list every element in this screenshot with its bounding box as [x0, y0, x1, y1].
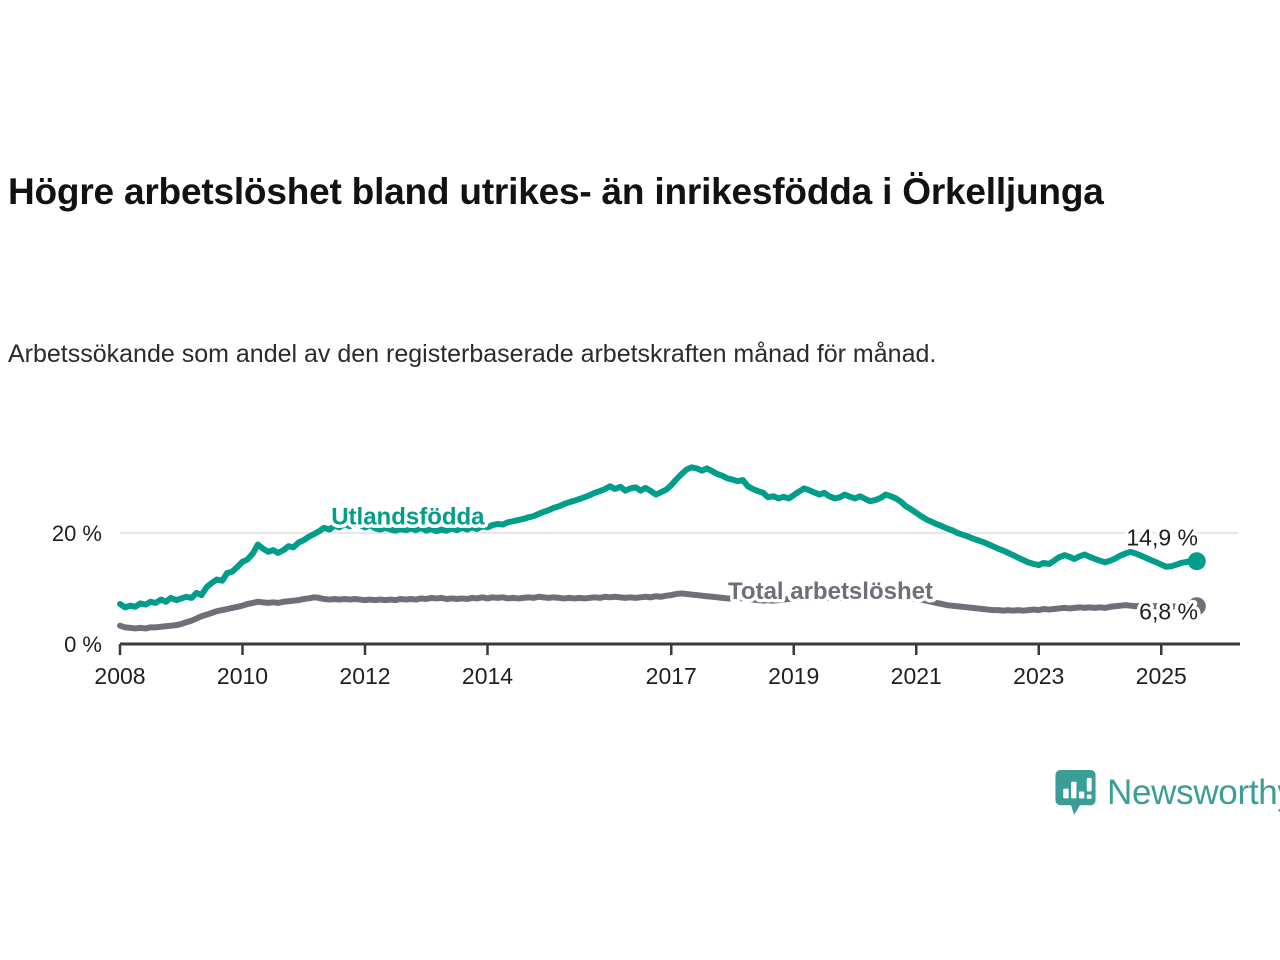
x-tick-label: 2021	[891, 663, 942, 689]
x-tick-label: 2008	[94, 663, 145, 689]
teal-end-value: 14,9 %	[1126, 525, 1198, 551]
series-line	[117, 589, 1200, 632]
x-tick-label: 2017	[646, 663, 697, 689]
x-tick-label: 2014	[462, 663, 513, 689]
line-chart: 0 % 20 % 2008 2010 2012 2014 2017 2019 2021 2023 2…	[52, 464, 1240, 689]
x-tick-label: 2010	[217, 663, 268, 689]
series-end-dot	[1187, 597, 1206, 616]
x-tick-label: 2012	[339, 663, 390, 689]
brand-name: Newsworthy	[1107, 773, 1280, 812]
page-subtitle: Arbetssökande som andel av den registerb…	[8, 340, 937, 368]
x-tick-label: 2025	[1136, 663, 1187, 689]
gray-end-value: 6,8 %	[1139, 599, 1198, 625]
utlandsfodda-label: Utlandsfödda	[331, 504, 485, 531]
series-line	[117, 464, 1200, 611]
y-tick-label: 0 %	[64, 632, 102, 657]
total-label: Total arbetslöshet	[728, 578, 933, 605]
newsworthy-logo-icon	[1055, 770, 1096, 815]
series-end-dot	[1187, 552, 1206, 571]
chart-container: 0 % 20 % 2008 2010 2012 2014 2017 2019 2021 2023 2…	[0, 430, 1280, 700]
newsworthy-logo[interactable]: Newsworthy	[1055, 770, 1280, 815]
x-tick-label: 2019	[768, 663, 819, 689]
y-tick-label: 20 %	[52, 521, 102, 546]
page-title: Högre arbetslöshet bland utrikes- än inr…	[8, 170, 1104, 212]
x-tick-label: 2023	[1013, 663, 1064, 689]
